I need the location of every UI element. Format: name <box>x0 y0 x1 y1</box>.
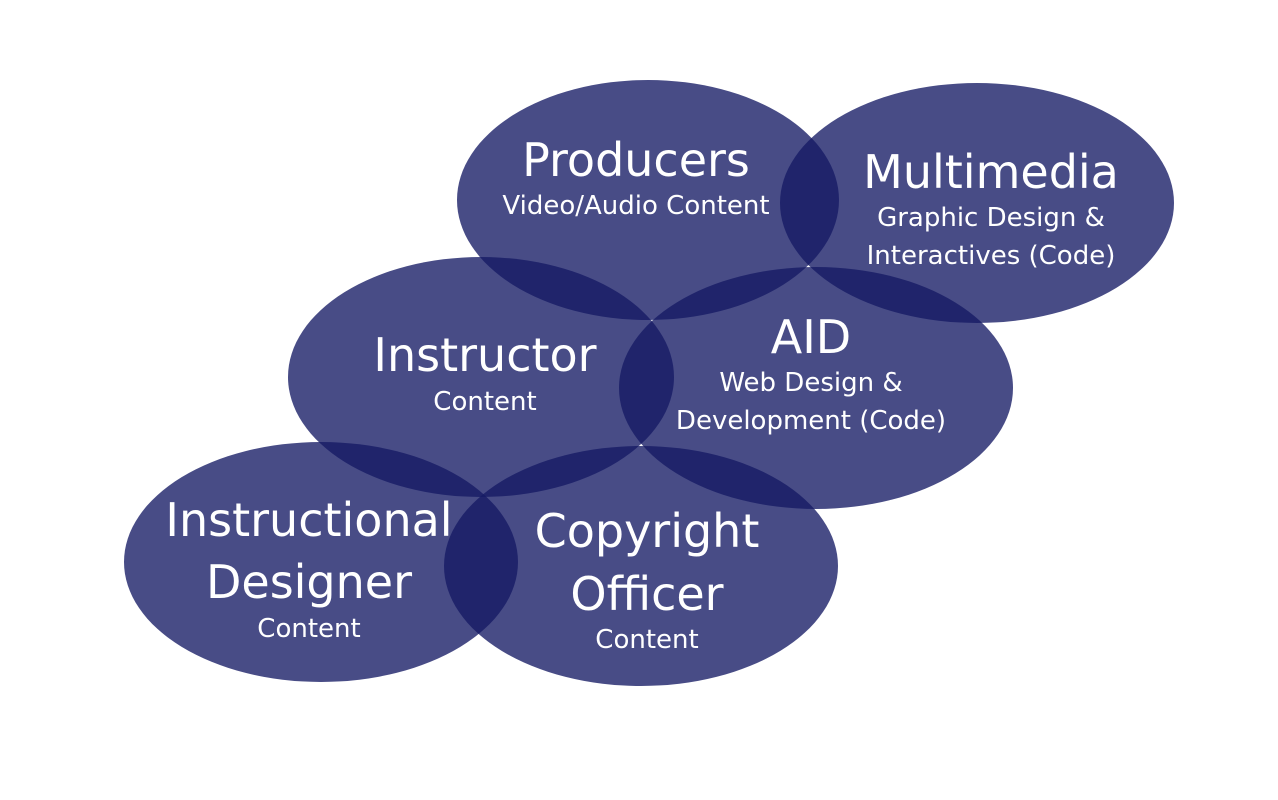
instructional-designer-title-line-1: Instructional <box>165 493 452 547</box>
aid-ellipse <box>619 267 1013 509</box>
producers-ellipse <box>457 80 839 320</box>
multimedia-subtitle-line-1: Graphic Design & <box>877 203 1105 233</box>
aid-title: AID <box>771 310 851 364</box>
instructional-designer-subtitle: Content <box>257 614 360 644</box>
multimedia-title: Multimedia <box>863 145 1119 199</box>
multimedia-ellipse <box>780 83 1174 323</box>
aid-subtitle-line-2: Development (Code) <box>676 406 946 436</box>
copyright-officer-subtitle: Content <box>595 625 698 655</box>
instructor-title: Instructor <box>373 328 596 382</box>
producers-title: Producers <box>522 133 750 187</box>
copyright-officer-ellipse <box>444 446 838 686</box>
instructional-designer-title-line-2: Designer <box>206 555 412 609</box>
instructional-designer-ellipse <box>124 442 518 682</box>
producers-subtitle: Video/Audio Content <box>502 191 769 221</box>
multimedia-subtitle-line-2: Interactives (Code) <box>867 241 1116 271</box>
copyright-officer-title-line-1: Copyright <box>535 504 760 558</box>
aid-subtitle-line-1: Web Design & <box>719 368 902 398</box>
instructor-subtitle: Content <box>433 387 536 417</box>
instructor-ellipse <box>288 257 674 497</box>
copyright-officer-title-line-2: Officer <box>570 567 723 621</box>
